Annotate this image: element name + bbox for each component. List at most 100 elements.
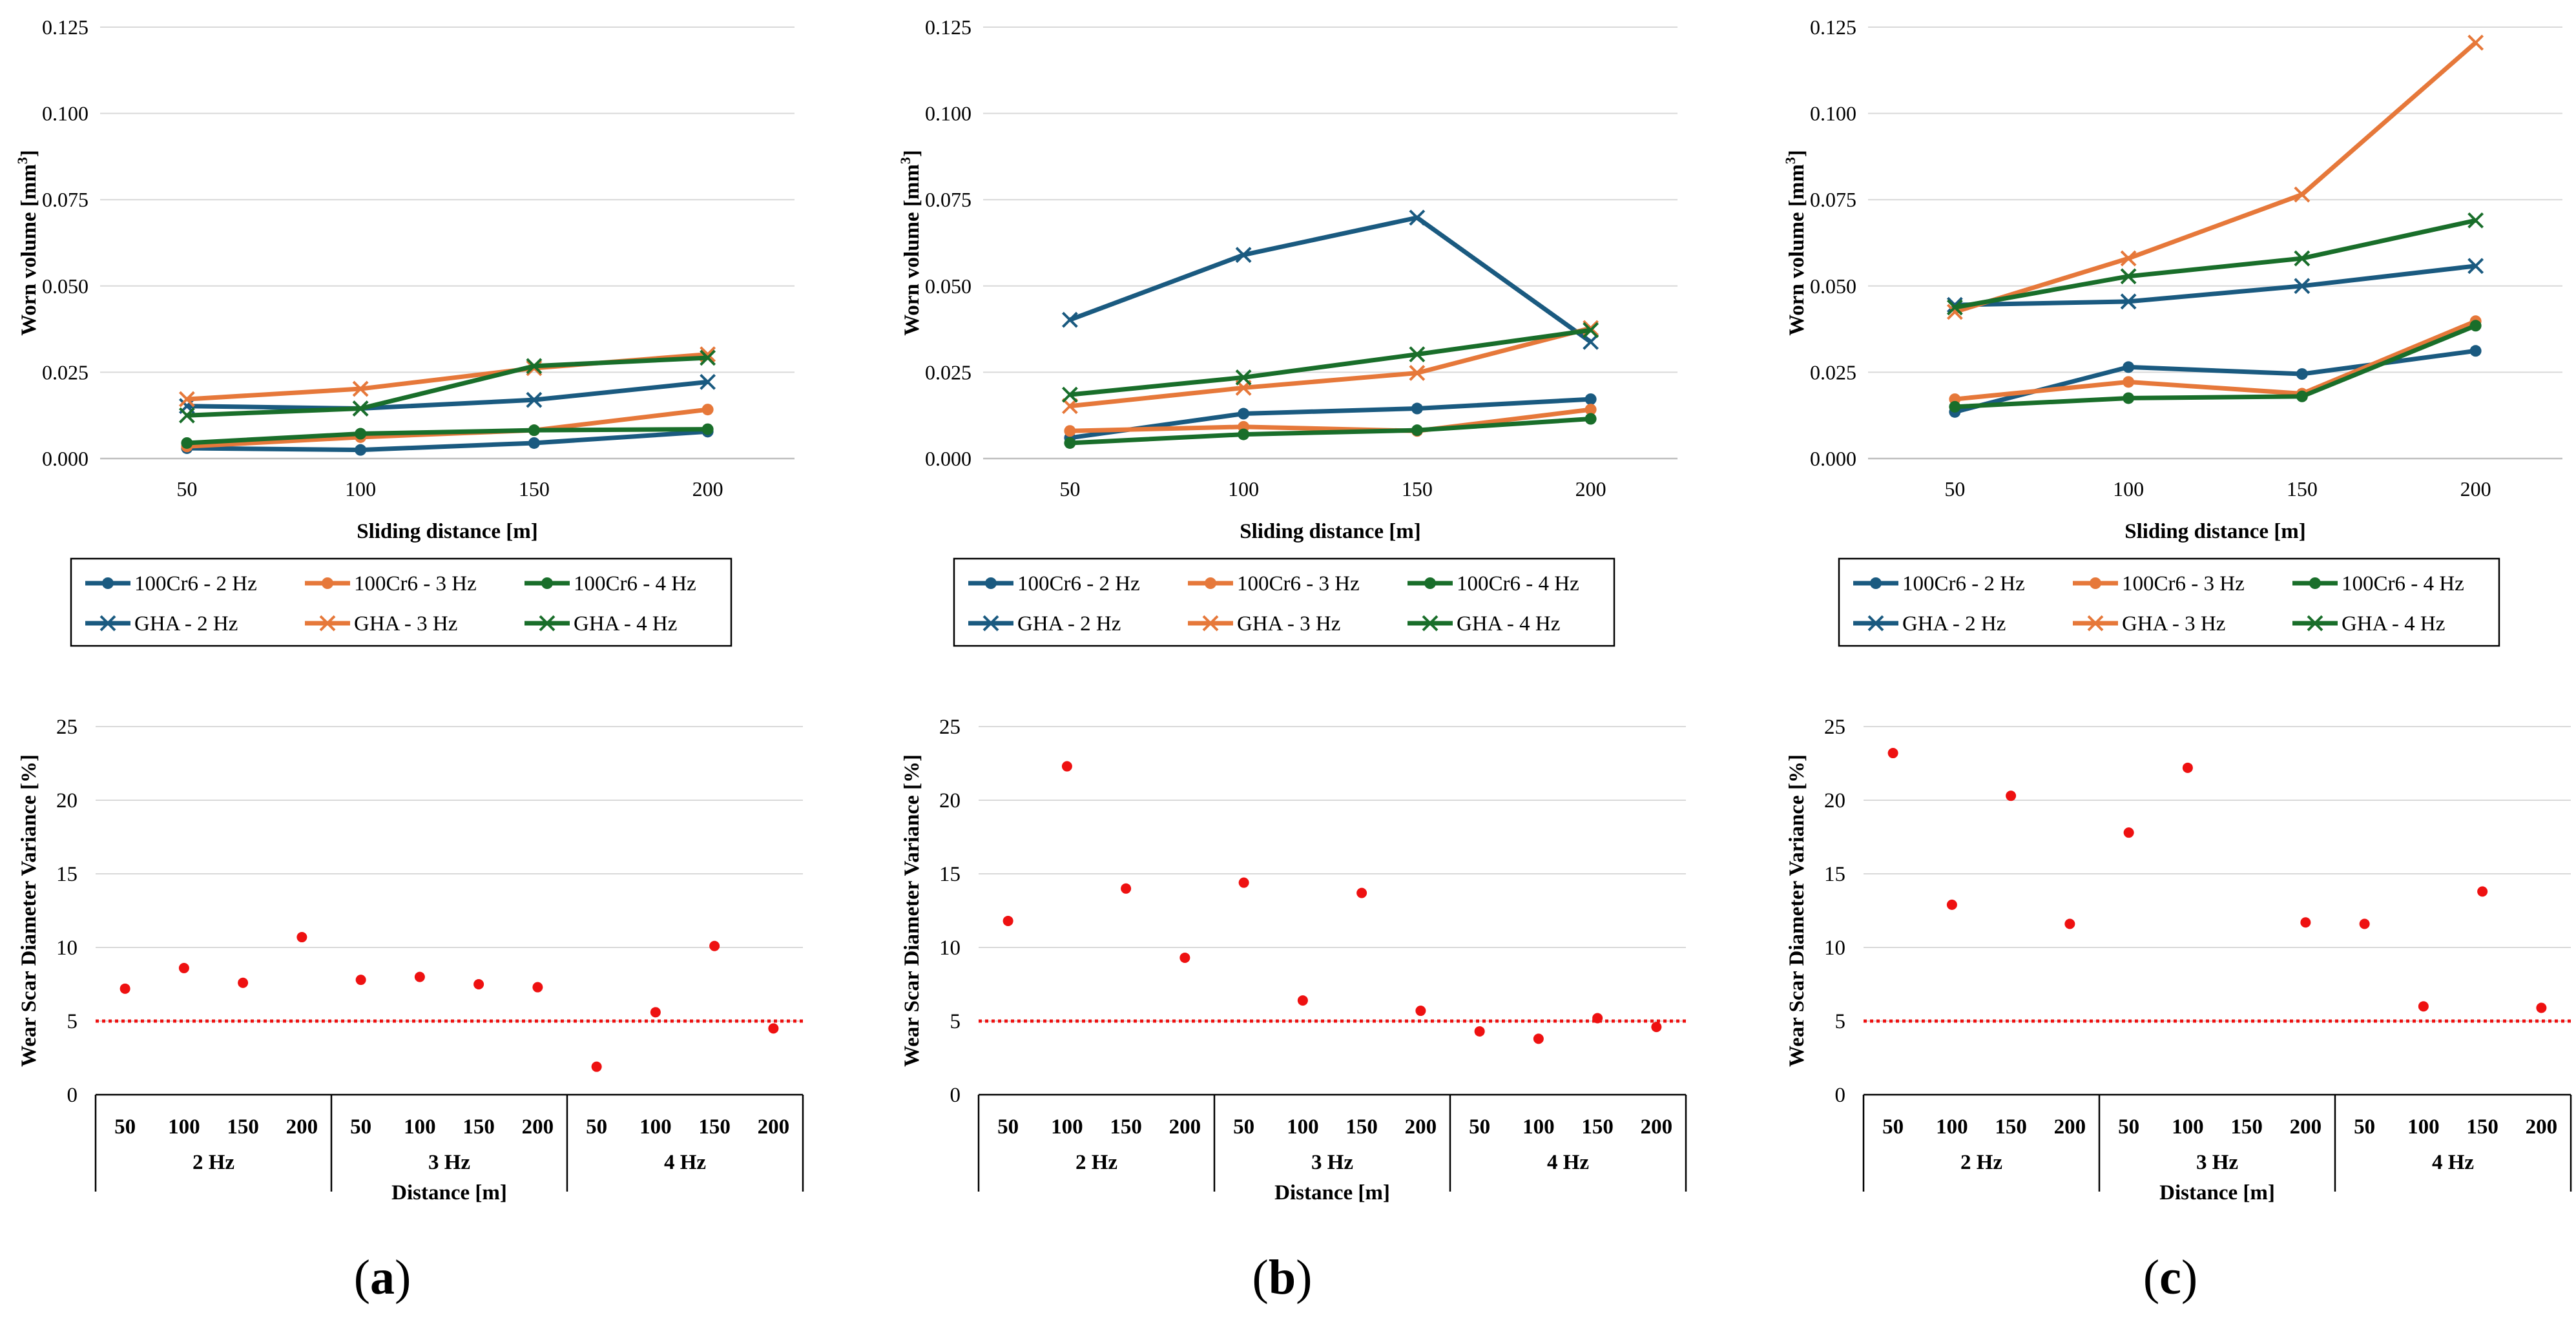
panel-label-letter: a [370, 1250, 395, 1305]
x-tick-label: 200 [2526, 1115, 2558, 1139]
data-point [1583, 322, 1599, 338]
x-tick-label: 200 [286, 1115, 318, 1139]
x-tick-label: 200 [1169, 1115, 1201, 1139]
data-point [1651, 1022, 1662, 1033]
data-point [768, 1023, 779, 1034]
x-tick-label: 50 [1233, 1115, 1254, 1139]
y-axis-title-superscript: 3 [1782, 157, 1798, 164]
y-tick-label: 15 [1824, 863, 1845, 886]
legend-label: 100Cr6 - 3 Hz [2122, 572, 2245, 595]
data-point [352, 380, 369, 397]
x-tick-label: 200 [2290, 1115, 2322, 1139]
x-tick-label: 200 [2460, 477, 2491, 501]
panel-label-b: (b) [1252, 1250, 1313, 1305]
y-tick-label: 0.100 [1810, 102, 1856, 125]
x-tick-label: 100 [404, 1115, 436, 1139]
panel-label-open-paren: ( [1252, 1250, 1269, 1305]
data-point [2296, 368, 2308, 380]
x-tick-label: 50 [2354, 1115, 2375, 1139]
y-tick-label: 0.100 [42, 102, 88, 125]
y-tick-label: 25 [939, 716, 961, 739]
y-tick-label: 10 [56, 936, 78, 960]
wear-scar-variance-chart-a: 0 5 10 15 20 25 50 100 150 200 2 Hz 50 100 150 200 3 Hz… [17, 716, 804, 1204]
y-tick-label: 0.050 [42, 274, 88, 298]
data-point [591, 1061, 602, 1072]
data-point [1533, 1033, 1544, 1044]
legend-marker [1867, 615, 1884, 632]
x-tick-label: 150 [698, 1115, 731, 1139]
y-axis-title-end: ] [1785, 150, 1809, 157]
data-point [709, 940, 720, 951]
y-axis-title-end: ] [17, 150, 41, 157]
data-point [355, 444, 367, 456]
data-point [296, 932, 307, 943]
x-tick-label: 150 [1995, 1115, 2027, 1139]
series-line-100cr6-2hz [1069, 397, 1591, 440]
series-line-100cr6-3hz [1955, 319, 2477, 402]
data-point [1949, 400, 1961, 413]
data-point [178, 962, 189, 973]
legend-label: 100Cr6 - 3 Hz [354, 572, 477, 595]
y-axis-title: Worn volume [mm3] [897, 150, 924, 336]
y-tick-label: 10 [1824, 936, 1845, 960]
y-tick-label: 0.025 [925, 360, 971, 384]
x-tick-label: 50 [586, 1115, 607, 1139]
y-tick-label: 0.050 [925, 274, 971, 298]
worn-volume-chart-b: 0.000 0.025 0.050 0.075 0.100 0.125 50 100 150 20… [897, 16, 1678, 647]
legend-label: 100Cr6 - 2 Hz [1902, 572, 2025, 595]
data-point [473, 979, 484, 989]
y-axis-title-main: Worn volume [mm [1785, 164, 1809, 336]
legend-label: GHA - 3 Hz [354, 612, 457, 636]
x-tick-label: 200 [692, 477, 723, 501]
data-point [2469, 320, 2482, 332]
y-tick-label: 0.075 [1810, 188, 1856, 211]
legend-marker [982, 615, 999, 632]
y-axis-title-superscript: 3 [14, 157, 30, 164]
data-point [2123, 827, 2134, 838]
data-point [1238, 428, 1250, 440]
y-tick-label: 10 [939, 936, 961, 960]
data-point [1064, 425, 1076, 437]
y-tick-label: 0.075 [925, 188, 971, 211]
data-point [1297, 995, 1308, 1006]
y-tick-label: 0 [950, 1084, 961, 1107]
y-tick-label: 5 [950, 1010, 961, 1033]
series-line-100cr6-4hz [1070, 417, 1591, 446]
y-tick-label: 0.000 [1810, 447, 1856, 470]
data-point [2359, 918, 2370, 929]
x-tick-label: 50 [1882, 1115, 1904, 1139]
data-point [2064, 918, 2075, 929]
data-point [2120, 268, 2137, 285]
legend-marker [322, 577, 333, 589]
x-axis-title: Distance [m] [1274, 1181, 1390, 1204]
data-point [1238, 877, 1249, 888]
y-tick-label: 5 [67, 1010, 78, 1033]
legend-label: GHA - 4 Hz [2342, 612, 2445, 636]
data-point [1583, 333, 1599, 350]
data-point [2120, 293, 2137, 310]
legend-label: 100Cr6 - 2 Hz [1017, 572, 1140, 595]
series-line-gha-2hz [1955, 264, 2477, 307]
x-tick-label: 150 [1345, 1115, 1378, 1139]
y-tick-label: 0.125 [1810, 16, 1856, 39]
worn-volume-chart-c: 0.000 0.025 0.050 0.075 0.100 0.125 50 100 150 20… [1782, 16, 2562, 647]
data-point [2418, 1001, 2429, 1012]
data-point [1179, 952, 1190, 963]
data-point [526, 358, 543, 375]
legend-marker [541, 577, 553, 589]
x-tick-label: 50 [2118, 1115, 2139, 1139]
legend-marker [319, 615, 336, 632]
wear-scar-variance-chart-c: 0 5 10 15 20 25 50 100 150 200 2 Hz 50 100 150 200 3 Hz… [1785, 716, 2572, 1204]
legend-box [70, 557, 732, 647]
series-line-gha-3hz [1954, 41, 2477, 315]
x-axis-title: Distance [m] [391, 1181, 507, 1204]
y-tick-label: 0.000 [925, 447, 971, 470]
data-point [2536, 1002, 2547, 1013]
legend-box [1838, 557, 2500, 647]
x-tick-label: 50 [997, 1115, 1019, 1139]
group-label: 3 Hz [2196, 1151, 2238, 1174]
data-point [2300, 917, 2311, 928]
legend-label: 100Cr6 - 3 Hz [1237, 572, 1360, 595]
group-label: 4 Hz [2432, 1151, 2474, 1174]
legend-label: GHA - 4 Hz [574, 612, 677, 636]
